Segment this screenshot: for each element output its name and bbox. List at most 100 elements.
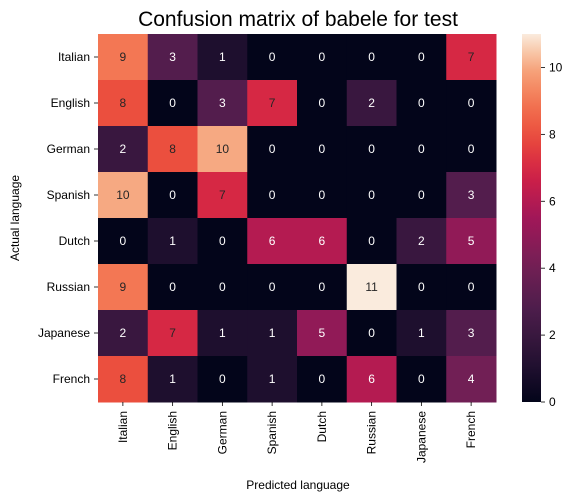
cell-value-label: 0 — [368, 326, 375, 340]
heatmap-cell — [197, 80, 248, 127]
heatmap-cell — [346, 264, 397, 311]
cell-value-label: 7 — [169, 326, 176, 340]
heatmap-cell — [247, 80, 298, 127]
cell-value-label: 0 — [169, 280, 176, 294]
x-tick-labels: Italian English German Spanish Dutch Russian J… — [116, 402, 478, 463]
cell-value-label: 10 — [116, 188, 130, 202]
heatmap-cell — [98, 264, 149, 311]
heatmap-cell — [396, 218, 447, 265]
heatmap-cell — [297, 310, 348, 357]
heatmap-cell — [197, 126, 248, 173]
y-tick-label: Italian — [58, 50, 90, 64]
heatmap-cell — [297, 126, 348, 173]
heatmap-cell — [197, 310, 248, 357]
heatmap-cell — [346, 34, 397, 81]
cell-value-label: 2 — [120, 142, 127, 156]
cell-value-label: 8 — [169, 142, 176, 156]
heatmap-cell — [147, 172, 198, 219]
colorbar-tick-label: 6 — [549, 194, 556, 208]
heatmap-cell — [446, 80, 497, 127]
cell-value-label: 0 — [269, 280, 276, 294]
cell-value-label: 1 — [269, 326, 276, 340]
y-axis-label: Actual language — [8, 175, 22, 261]
heatmap-cell — [446, 34, 497, 81]
x-tick-label: French — [464, 411, 478, 448]
colorbar-ticks: 0 2 4 6 8 10 — [541, 60, 563, 409]
y-tick-label: German — [47, 142, 90, 156]
heatmap-cell — [346, 80, 397, 127]
cell-value-label: 6 — [269, 234, 276, 248]
heatmap-cell — [346, 126, 397, 173]
cell-value-label: 3 — [468, 326, 475, 340]
heatmap-cell — [446, 356, 497, 403]
cell-value-label: 0 — [219, 280, 226, 294]
heatmap-cell — [147, 264, 198, 311]
cell-value-label: 0 — [418, 142, 425, 156]
cell-value-label: 0 — [269, 142, 276, 156]
heatmap-cell — [147, 356, 198, 403]
heatmap-cell — [396, 356, 447, 403]
x-axis-label: Predicted language — [246, 478, 350, 492]
heatmap-cell — [297, 356, 348, 403]
colorbar-tick-label: 8 — [549, 127, 556, 141]
colorbar-tick-label: 0 — [549, 395, 556, 409]
cell-value-label: 0 — [269, 188, 276, 202]
cell-value-label: 0 — [368, 234, 375, 248]
heatmap-cell — [446, 172, 497, 219]
heatmap-cell — [197, 264, 248, 311]
cell-value-label: 1 — [418, 326, 425, 340]
cell-value-label: 8 — [120, 372, 127, 386]
heatmap-cell — [297, 34, 348, 81]
cell-value-label: 3 — [219, 96, 226, 110]
heatmap-cell — [247, 172, 298, 219]
colorbar-tick-label: 10 — [549, 60, 563, 74]
cell-value-label: 0 — [418, 96, 425, 110]
cell-value-label: 0 — [418, 280, 425, 294]
cell-value-label: 1 — [169, 372, 176, 386]
cell-value-label: 1 — [219, 50, 226, 64]
y-tick-label: Japanese — [38, 326, 90, 340]
heatmap-cell — [98, 356, 149, 403]
heatmap-cell — [346, 172, 397, 219]
heatmap-cell — [297, 172, 348, 219]
cell-value-label: 5 — [468, 234, 475, 248]
cell-value-label: 7 — [468, 50, 475, 64]
heatmap-cell — [197, 356, 248, 403]
cell-value-label: 0 — [219, 372, 226, 386]
cell-value-label: 1 — [269, 372, 276, 386]
cell-value-label: 0 — [169, 96, 176, 110]
cell-value-label: 0 — [418, 372, 425, 386]
heatmap-cell — [197, 172, 248, 219]
cell-value-label: 0 — [319, 50, 326, 64]
x-tick-label: Japanese — [414, 411, 428, 463]
cell-value-label: 0 — [319, 96, 326, 110]
x-tick-label: German — [215, 411, 229, 454]
heatmap-cell — [98, 172, 149, 219]
cell-value-label: 0 — [269, 50, 276, 64]
heatmap-cell — [247, 264, 298, 311]
cell-value-label: 0 — [319, 372, 326, 386]
heatmap-cell — [446, 218, 497, 265]
heatmap-cell — [98, 218, 149, 265]
cell-value-label: 9 — [120, 50, 127, 64]
colorbar-tick-label: 4 — [549, 261, 556, 275]
heatmap-cell — [98, 126, 149, 173]
heatmap-cell — [396, 34, 447, 81]
cell-value-label: 7 — [219, 188, 226, 202]
heatmap-cell — [396, 80, 447, 127]
heatmap-cell — [98, 80, 149, 127]
colorbar — [522, 34, 541, 402]
cell-value-label: 0 — [319, 280, 326, 294]
cell-value-label: 3 — [468, 188, 475, 202]
y-tick-label: French — [53, 372, 90, 386]
cell-value-label: 9 — [120, 280, 127, 294]
cell-value-label: 6 — [319, 234, 326, 248]
x-tick-label: Italian — [116, 411, 130, 443]
y-tick-label: Russian — [47, 280, 90, 294]
heatmap-cell — [446, 310, 497, 357]
cell-value-label: 1 — [219, 326, 226, 340]
heatmap-cell — [297, 218, 348, 265]
cell-value-label: 2 — [120, 326, 127, 340]
heatmap-cell — [346, 310, 397, 357]
